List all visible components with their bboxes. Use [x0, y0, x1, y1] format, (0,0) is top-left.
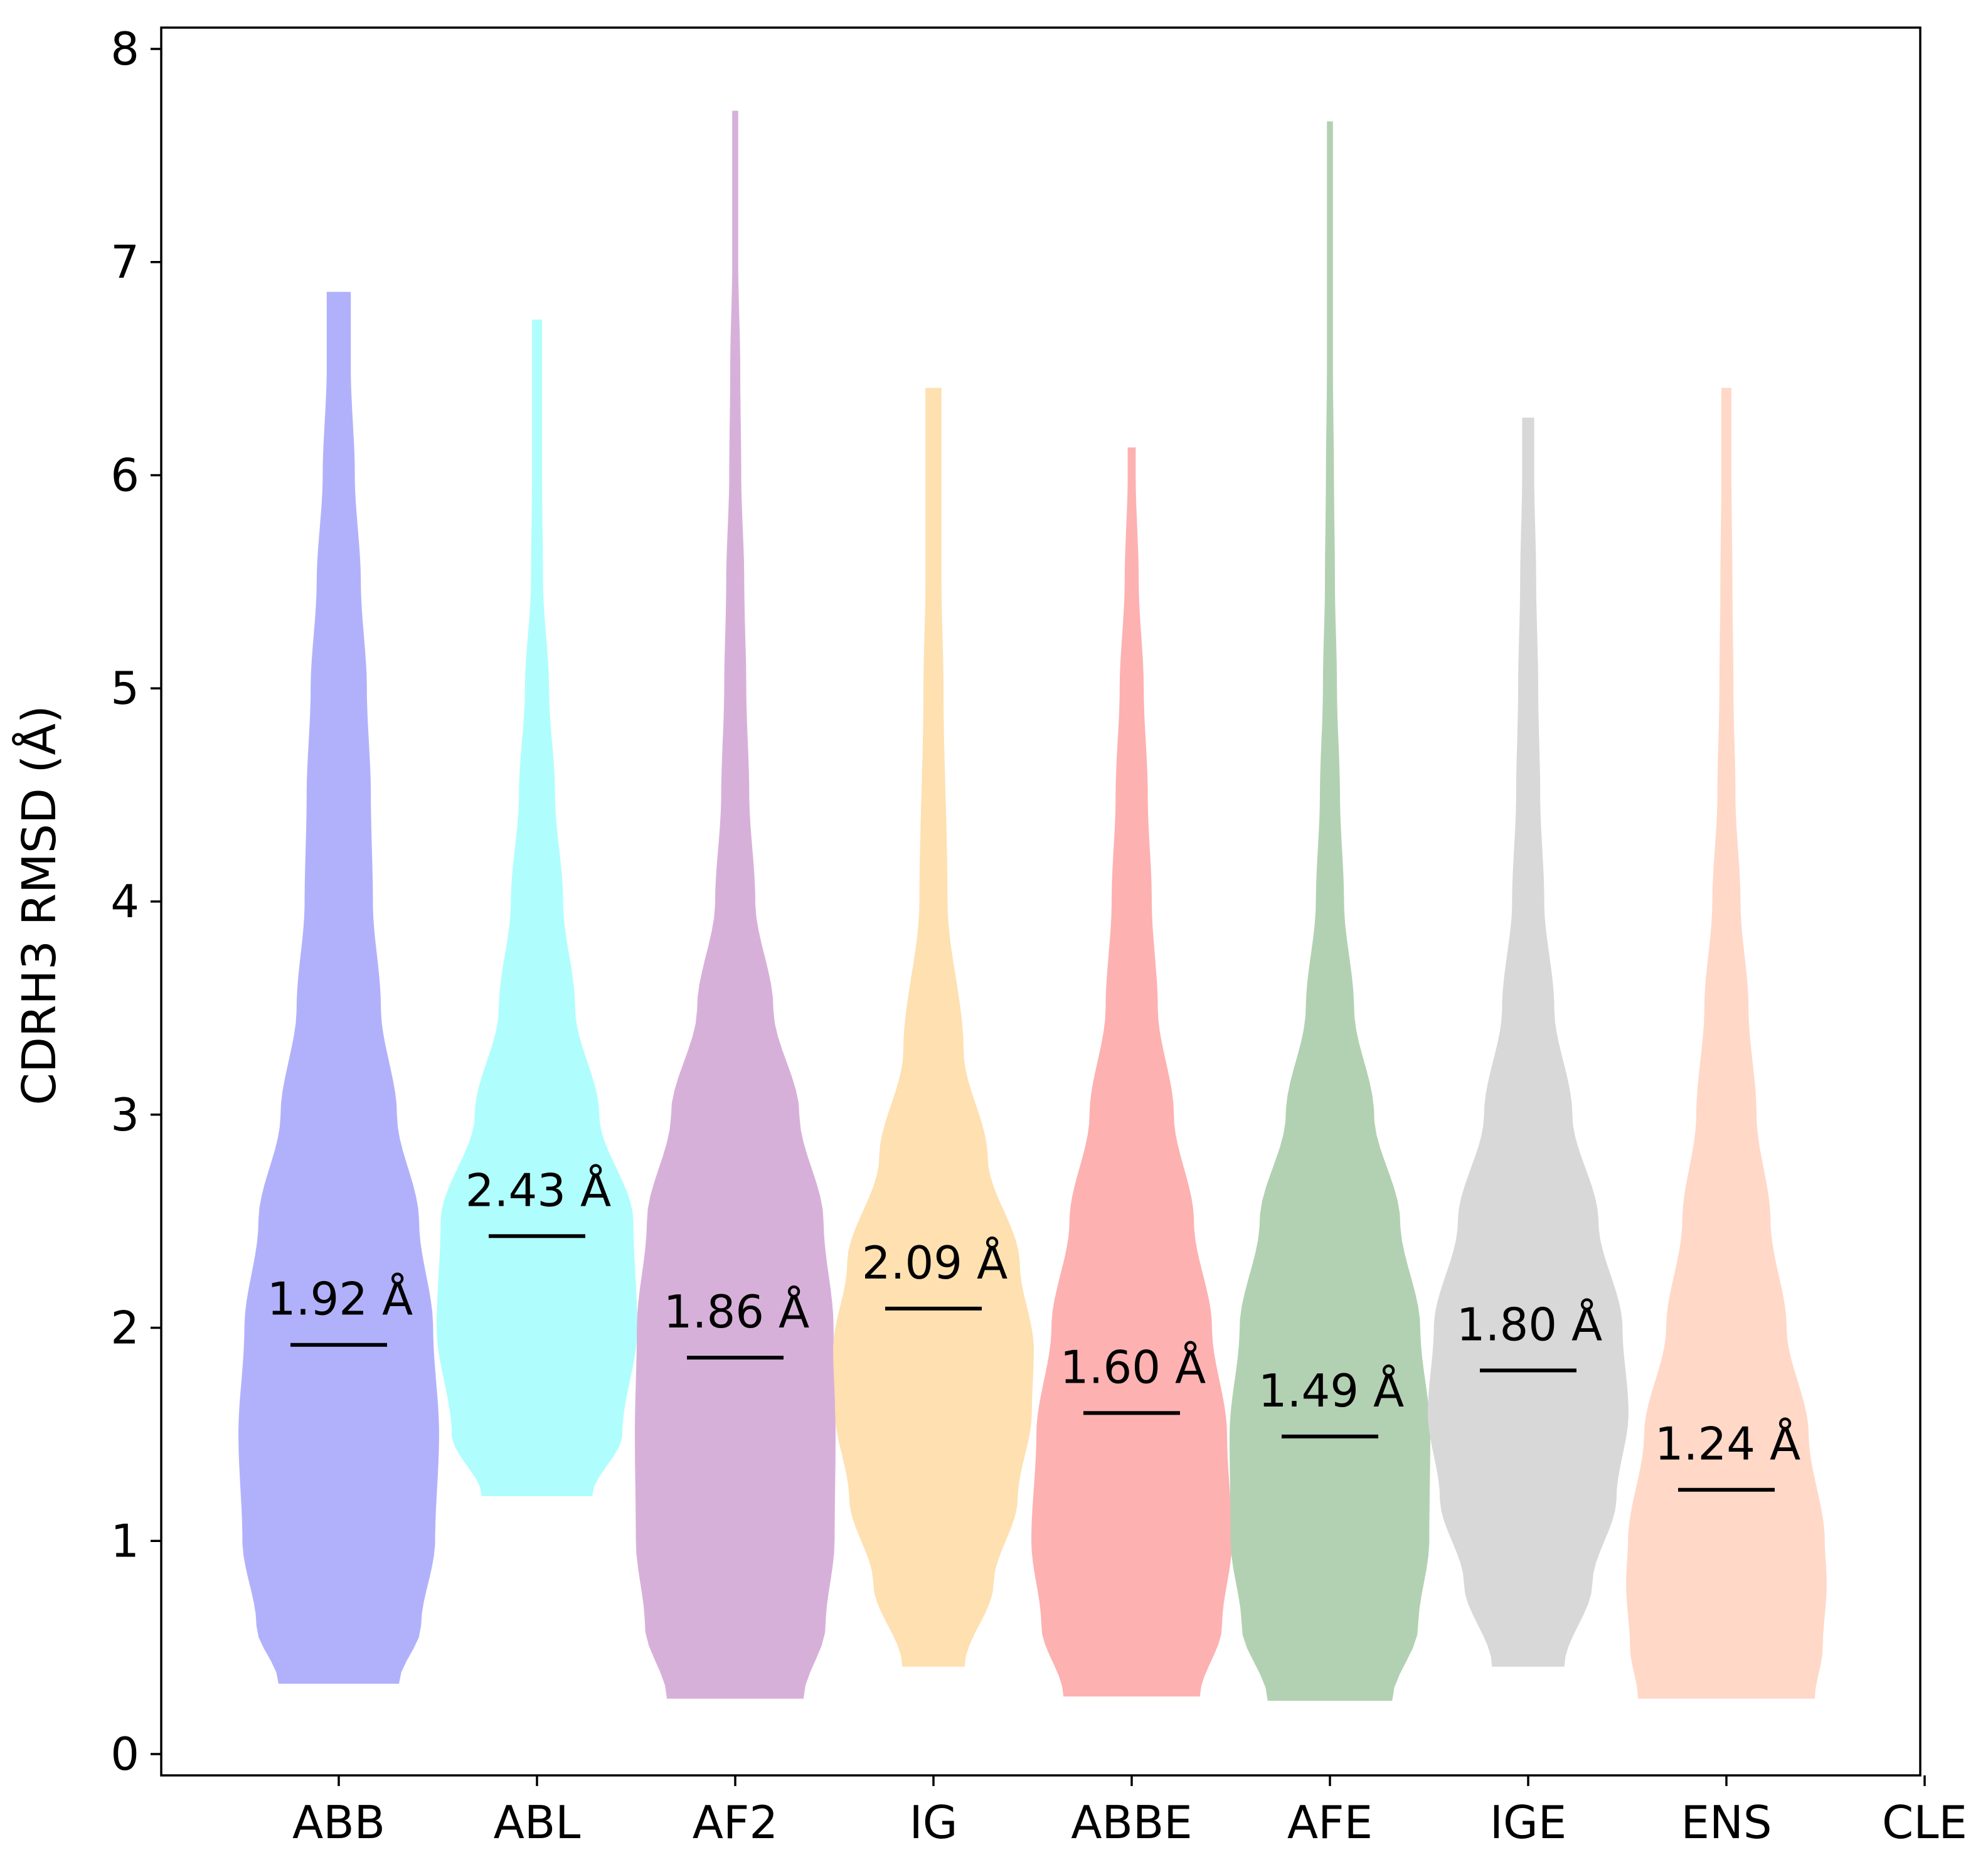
y-axis-label: CDRH3 RMSD (Å)	[11, 705, 66, 1105]
y-tick-label-5: 5	[110, 662, 139, 715]
x-tick-label-ens: ENS	[1681, 1796, 1772, 1849]
violin-abbe	[1031, 447, 1232, 1697]
median-label-ens: 1.24 Å	[1655, 1418, 1800, 1470]
median-label-af2: 1.86 Å	[664, 1285, 809, 1338]
violin-ige	[1428, 417, 1629, 1667]
axes-layer: 0 1 2 3 4 5 6 7 8 ABB ABL AF2 IG ABBE AFE IGE ENS CLE	[110, 23, 1967, 1849]
x-tick-label-ige: IGE	[1490, 1796, 1567, 1849]
x-tick-label-abb: ABB	[292, 1796, 385, 1849]
median-label-abb: 1.92 Å	[267, 1273, 413, 1326]
x-tick-label-af2: AF2	[693, 1796, 778, 1849]
x-tick-label-abbe: ABBE	[1071, 1796, 1193, 1849]
violin-abl	[437, 319, 637, 1496]
median-label-abl: 2.43 Å	[465, 1164, 611, 1216]
x-tick-label-afe: AFE	[1287, 1796, 1373, 1849]
y-tick-label-0: 0	[110, 1728, 139, 1780]
medians-layer: 1.92 Å 2.43 Å 1.86 Å 2.09 Å 1.60 Å 1.49 Å 1.80…	[267, 1164, 1800, 1492]
y-tick-label-3: 3	[110, 1088, 139, 1141]
y-tick-label-7: 7	[110, 236, 139, 289]
y-tick-label-2: 2	[110, 1302, 139, 1354]
violins-layer	[238, 110, 1827, 1701]
median-label-afe: 1.49 Å	[1258, 1364, 1404, 1417]
violin-ens	[1626, 388, 1827, 1699]
median-label-abbe: 1.60 Å	[1060, 1341, 1206, 1393]
x-tick-label-ig: IG	[909, 1796, 957, 1849]
violin-ig	[833, 388, 1034, 1667]
median-label-ig: 2.09 Å	[862, 1236, 1007, 1289]
y-tick-label-6: 6	[110, 449, 139, 501]
violin-af2	[635, 110, 836, 1699]
median-label-ige: 1.80 Å	[1457, 1298, 1602, 1351]
x-tick-label-cle: CLE	[1882, 1796, 1967, 1849]
x-tick-label-abl: ABL	[494, 1796, 581, 1849]
violin-afe	[1230, 121, 1430, 1701]
y-tick-label-1: 1	[110, 1514, 139, 1567]
y-tick-label-8: 8	[110, 23, 139, 75]
violin-abb	[238, 292, 439, 1684]
y-tick-label-4: 4	[110, 875, 139, 928]
